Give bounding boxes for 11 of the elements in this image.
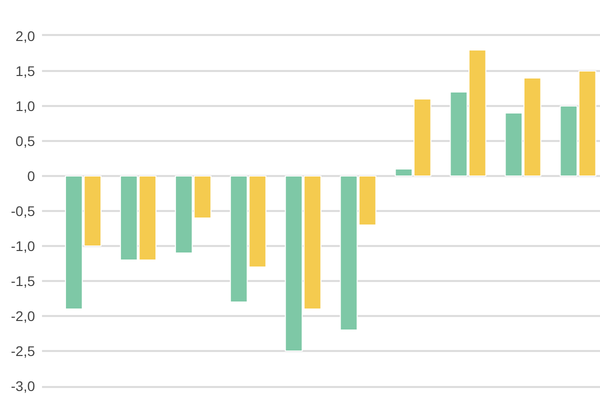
y-tick-label: -1,0 [10,238,36,254]
y-tick-label: -2,5 [10,342,36,359]
y-tick-label: 2,0 [16,28,36,44]
y-tick-label: -0,5 [10,202,36,219]
y-tick-label: 0 [27,168,36,184]
y-tick-label: 1,5 [16,62,36,79]
y-tick-label: 1,0 [16,98,36,114]
y-tick-label: 0,5 [16,132,36,149]
y-tick-label: -1,5 [10,272,36,289]
y-tick-label: -2,0 [10,308,36,324]
y-tick-label: -3,0 [10,378,36,394]
